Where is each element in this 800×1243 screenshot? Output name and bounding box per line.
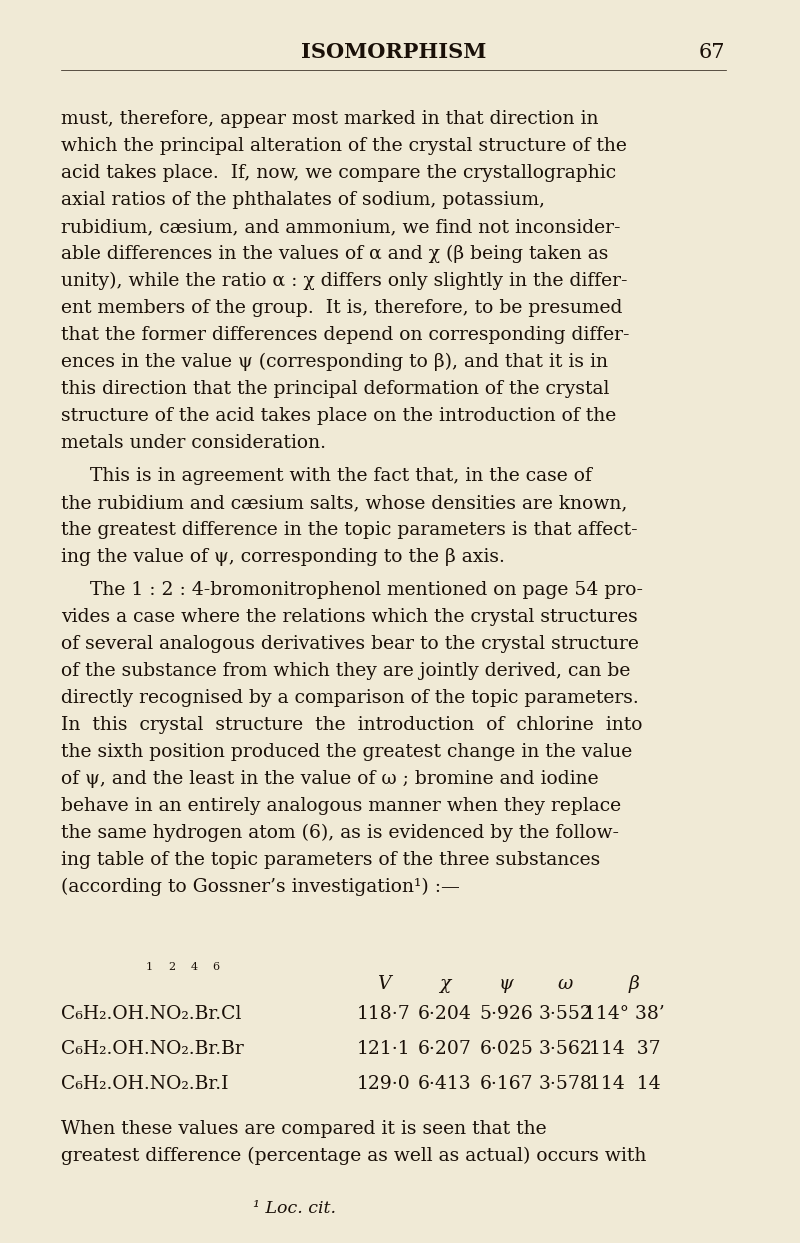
Text: ISOMORPHISM: ISOMORPHISM	[301, 42, 486, 62]
Text: 6·167: 6·167	[479, 1075, 533, 1093]
Text: 67: 67	[699, 42, 726, 61]
Text: 1: 1	[146, 962, 153, 972]
Text: 2: 2	[169, 962, 176, 972]
Text: directly recognised by a comparison of the topic parameters.: directly recognised by a comparison of t…	[61, 689, 638, 707]
Text: 5·926: 5·926	[479, 1006, 534, 1023]
Text: 118·7: 118·7	[357, 1006, 410, 1023]
Text: In  this  crystal  structure  the  introduction  of  chlorine  into: In this crystal structure the introducti…	[61, 716, 642, 735]
Text: (according to Gossner’s investigation¹) :—: (according to Gossner’s investigation¹) …	[61, 878, 460, 896]
Text: able differences in the values of α and χ (β being taken as: able differences in the values of α and …	[61, 245, 608, 264]
Text: the same hydrogen atom (6), as is evidenced by the follow-: the same hydrogen atom (6), as is eviden…	[61, 824, 619, 843]
Text: the rubidium and cæsium salts, whose densities are known,: the rubidium and cæsium salts, whose den…	[61, 493, 627, 512]
Text: unity), while the ratio α : χ differs only slightly in the differ-: unity), while the ratio α : χ differs on…	[61, 272, 627, 291]
Text: C₆H₂.OH.NO₂.Br.Br: C₆H₂.OH.NO₂.Br.Br	[61, 1040, 244, 1058]
Text: 3·562: 3·562	[538, 1040, 592, 1058]
Text: C₆H₂.OH.NO₂.Br.Cl: C₆H₂.OH.NO₂.Br.Cl	[61, 1006, 242, 1023]
Text: ¹ Loc. cit.: ¹ Loc. cit.	[254, 1199, 337, 1217]
Text: ing table of the topic parameters of the three substances: ing table of the topic parameters of the…	[61, 851, 600, 869]
Text: 3·578: 3·578	[538, 1075, 592, 1093]
Text: ing the value of ψ, corresponding to the β axis.: ing the value of ψ, corresponding to the…	[61, 548, 505, 566]
Text: ences in the value ψ (corresponding to β), and that it is in: ences in the value ψ (corresponding to β…	[61, 353, 608, 372]
Text: acid takes place.  If, now, we compare the crystallographic: acid takes place. If, now, we compare th…	[61, 164, 616, 181]
Text: this direction that the principal deformation of the crystal: this direction that the principal deform…	[61, 380, 610, 398]
Text: which the principal alteration of the crystal structure of the: which the principal alteration of the cr…	[61, 137, 627, 155]
Text: 6: 6	[213, 962, 220, 972]
Text: 6·207: 6·207	[418, 1040, 471, 1058]
Text: 114  14: 114 14	[589, 1075, 660, 1093]
Text: of several analogous derivatives bear to the crystal structure: of several analogous derivatives bear to…	[61, 635, 639, 653]
Text: metals under consideration.: metals under consideration.	[61, 434, 326, 452]
Text: 6·413: 6·413	[418, 1075, 471, 1093]
Text: axial ratios of the phthalates of sodium, potassium,: axial ratios of the phthalates of sodium…	[61, 191, 545, 209]
Text: 114° 38’: 114° 38’	[584, 1006, 665, 1023]
Text: of the substance from which they are jointly derived, can be: of the substance from which they are joi…	[61, 663, 630, 680]
Text: When these values are compared it is seen that the: When these values are compared it is see…	[61, 1120, 546, 1139]
Text: 129·0: 129·0	[357, 1075, 410, 1093]
Text: χ: χ	[438, 975, 450, 993]
Text: β: β	[629, 975, 640, 993]
Text: 4: 4	[191, 962, 198, 972]
Text: the sixth position produced the greatest change in the value: the sixth position produced the greatest…	[61, 743, 632, 761]
Text: This is in agreement with the fact that, in the case of: This is in agreement with the fact that,…	[90, 467, 592, 485]
Text: behave in an entirely analogous manner when they replace: behave in an entirely analogous manner w…	[61, 797, 621, 815]
Text: must, therefore, appear most marked in that direction in: must, therefore, appear most marked in t…	[61, 109, 598, 128]
Text: of ψ, and the least in the value of ω ; bromine and iodine: of ψ, and the least in the value of ω ; …	[61, 769, 598, 788]
Text: 6·025: 6·025	[479, 1040, 534, 1058]
Text: ψ: ψ	[499, 975, 514, 993]
Text: 121·1: 121·1	[357, 1040, 410, 1058]
Text: V: V	[377, 975, 390, 993]
Text: greatest difference (percentage as well as actual) occurs with: greatest difference (percentage as well …	[61, 1147, 646, 1165]
Text: the greatest difference in the topic parameters is that affect-: the greatest difference in the topic par…	[61, 521, 638, 539]
Text: that the former differences depend on corresponding differ-: that the former differences depend on co…	[61, 326, 630, 344]
Text: ent members of the group.  It is, therefore, to be presumed: ent members of the group. It is, therefo…	[61, 300, 622, 317]
Text: C₆H₂.OH.NO₂.Br.I: C₆H₂.OH.NO₂.Br.I	[61, 1075, 229, 1093]
Text: 114  37: 114 37	[589, 1040, 660, 1058]
Text: structure of the acid takes place on the introduction of the: structure of the acid takes place on the…	[61, 406, 616, 425]
Text: 3·552: 3·552	[538, 1006, 592, 1023]
Text: The 1 : 2 : 4-bromonitrophenol mentioned on page 54 pro-: The 1 : 2 : 4-bromonitrophenol mentioned…	[90, 580, 643, 599]
Text: rubidium, cæsium, and ammonium, we find not inconsider-: rubidium, cæsium, and ammonium, we find …	[61, 218, 621, 236]
Text: 6·204: 6·204	[418, 1006, 471, 1023]
Text: vides a case where the relations which the crystal structures: vides a case where the relations which t…	[61, 608, 638, 626]
Text: ω: ω	[558, 975, 573, 993]
